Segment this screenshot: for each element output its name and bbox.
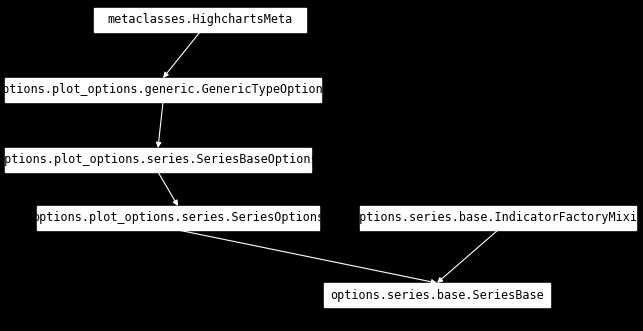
Bar (37, 206, 319, 230)
Text: options.series.base.SeriesBase: options.series.base.SeriesBase (330, 289, 544, 302)
Bar (5, 78, 321, 102)
Bar (324, 283, 550, 307)
Text: options.series.base.IndicatorFactoryMixin: options.series.base.IndicatorFactoryMixi… (352, 212, 643, 224)
Bar (360, 206, 636, 230)
Bar (94, 8, 306, 32)
Text: metaclasses.HighchartsMeta: metaclasses.HighchartsMeta (107, 14, 293, 26)
Text: options.plot_options.series.SeriesBaseOptions: options.plot_options.series.SeriesBaseOp… (0, 154, 318, 166)
Text: options.plot_options.generic.GenericTypeOptions: options.plot_options.generic.GenericType… (0, 83, 331, 97)
Bar (5, 148, 311, 172)
Text: options.plot_options.series.SeriesOptions: options.plot_options.series.SeriesOption… (32, 212, 324, 224)
